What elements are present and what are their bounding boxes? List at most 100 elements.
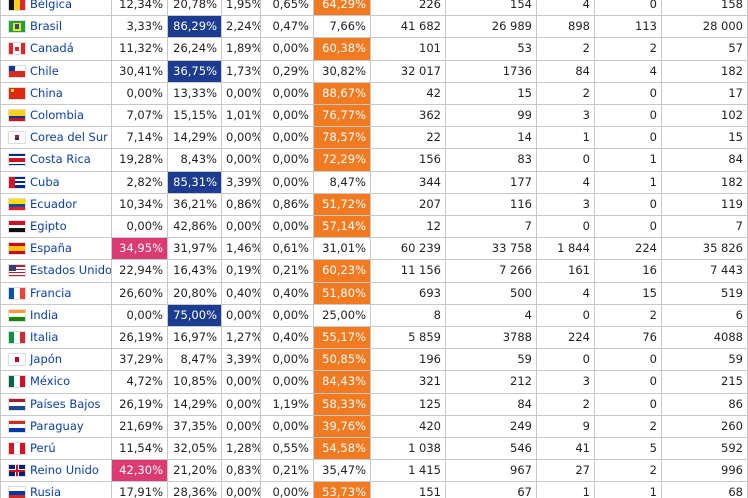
flag-icon (9, 154, 25, 166)
data-cell: 64,29% (314, 0, 371, 17)
flag-part (14, 443, 20, 454)
country-cell[interactable]: Corea del Sur (0, 127, 112, 150)
flag-part (14, 332, 20, 343)
flag-part (9, 71, 25, 77)
data-cell: 4 (537, 0, 595, 17)
country-cell[interactable]: India (0, 304, 112, 327)
data-cell: 0 (595, 193, 662, 216)
country-cell[interactable]: España (0, 238, 112, 261)
country-cell[interactable]: Estados Unidos (0, 260, 112, 283)
data-cell: 17 (662, 82, 748, 105)
data-cell: 156 (371, 149, 446, 172)
flag-icon (9, 265, 25, 277)
country-cell[interactable]: Brasil (0, 16, 112, 39)
data-cell: 249 (446, 415, 537, 438)
data-cell: 41 (537, 438, 595, 461)
data-cell: 260 (662, 415, 748, 438)
data-cell: 60 239 (371, 238, 446, 261)
flag-part (9, 65, 25, 72)
country-cell[interactable]: Perú (0, 438, 112, 461)
flag-part (9, 118, 25, 121)
data-cell: 0 (537, 304, 595, 327)
data-cell: 1,27% (222, 327, 261, 350)
data-cell: 0 (595, 349, 662, 372)
data-cell: 25,00% (314, 304, 371, 327)
data-cell: 16 (595, 260, 662, 283)
country-cell[interactable]: Paraguay (0, 415, 112, 438)
data-cell: 226 (371, 0, 446, 17)
country-cell[interactable]: México (0, 371, 112, 394)
country-cell[interactable]: Italia (0, 327, 112, 350)
country-cell[interactable]: Egipto (0, 216, 112, 239)
data-cell: 22 (371, 127, 446, 150)
data-cell: 20,78% (168, 0, 222, 17)
data-cell: 30,41% (112, 60, 168, 83)
data-cell: 37,29% (112, 349, 168, 372)
data-cell: 3 (537, 105, 595, 128)
flag-part (9, 176, 15, 188)
country-cell[interactable]: Costa Rica (0, 149, 112, 172)
data-cell: 344 (371, 171, 446, 194)
data-cell: 0 (595, 0, 662, 17)
data-cell: 0,00% (222, 415, 261, 438)
data-cell: 0,40% (222, 282, 261, 305)
flag-part (9, 159, 25, 162)
data-cell: 1 415 (371, 460, 446, 483)
data-cell: 154 (446, 0, 537, 17)
flag-icon (9, 465, 25, 477)
country-cell[interactable]: China (0, 82, 112, 105)
flag-icon (9, 243, 25, 255)
country-cell[interactable]: Reino Unido (0, 460, 112, 483)
data-cell: 99 (446, 105, 537, 128)
data-cell: 59 (446, 349, 537, 372)
data-cell: 0 (595, 105, 662, 128)
data-cell: 4 (595, 60, 662, 83)
data-cell: 67 (446, 482, 537, 498)
data-cell: 13,33% (168, 82, 222, 105)
data-cell: 0,00% (222, 304, 261, 327)
country-cell[interactable]: Cuba (0, 171, 112, 194)
data-cell: 0,55% (261, 438, 314, 461)
country-cell[interactable]: Bélgica (0, 0, 112, 17)
country-cell[interactable]: Chile (0, 60, 112, 83)
data-cell: 22,94% (112, 260, 168, 283)
data-cell: 3,33% (112, 16, 168, 39)
flag-part (9, 274, 25, 277)
flag-part (9, 183, 25, 186)
data-cell: 85,31% (168, 171, 222, 194)
data-cell: 967 (446, 460, 537, 483)
data-cell: 0,00% (261, 149, 314, 172)
flag-icon (9, 332, 25, 343)
country-cell[interactable]: Ecuador (0, 193, 112, 216)
data-cell: 51,80% (314, 282, 371, 305)
data-cell: 15,15% (168, 105, 222, 128)
data-cell: 0 (595, 216, 662, 239)
data-cell: 78,57% (314, 127, 371, 150)
country-cell[interactable]: Francia (0, 282, 112, 305)
data-cell: 75,00% (168, 304, 222, 327)
data-cell: 1 038 (371, 438, 446, 461)
flag-part (9, 332, 15, 343)
data-cell: 0 (595, 371, 662, 394)
flag-part (9, 180, 25, 184)
flag-part (9, 176, 25, 179)
country-cell[interactable]: Rusia (0, 482, 112, 498)
flag-part (14, 0, 20, 10)
data-cell: 8 (371, 304, 446, 327)
country-cell[interactable]: Canadá (0, 38, 112, 61)
country-cell[interactable]: Países Bajos (0, 393, 112, 416)
flag-part (14, 356, 20, 363)
data-cell: 41 682 (371, 16, 446, 39)
country-cell[interactable]: Japón (0, 349, 112, 372)
data-cell: 212 (446, 371, 537, 394)
data-cell: 76,77% (314, 105, 371, 128)
data-cell: 182 (662, 60, 748, 83)
data-cell: 177 (446, 171, 537, 194)
data-cell: 7 443 (662, 260, 748, 283)
data-cell: 84 (662, 149, 748, 172)
data-cell: 3 (537, 371, 595, 394)
country-cell[interactable]: Colombia (0, 105, 112, 128)
flag-part (9, 161, 25, 164)
data-cell: 0,00% (261, 415, 314, 438)
